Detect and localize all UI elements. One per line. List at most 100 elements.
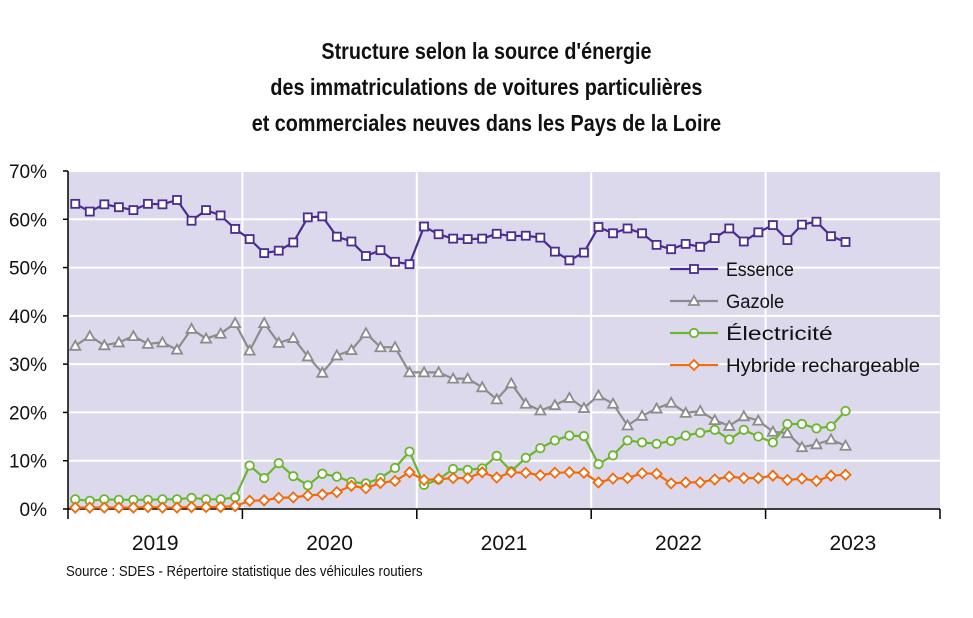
data-point	[286, 331, 300, 343]
data-point	[825, 421, 837, 432]
data-point	[563, 466, 576, 479]
data-point	[215, 210, 226, 221]
data-point	[504, 376, 518, 389]
data-point	[737, 471, 751, 485]
grid-lines	[68, 170, 940, 509]
data-point	[738, 424, 749, 435]
data-point	[839, 438, 853, 451]
data-point	[403, 466, 416, 479]
data-point	[244, 234, 255, 244]
x-tick-label: 2019	[132, 532, 179, 555]
data-point	[84, 206, 95, 217]
data-point	[286, 491, 300, 504]
data-point	[708, 413, 722, 426]
data-point	[389, 462, 401, 474]
data-point	[126, 329, 140, 342]
data-point	[331, 471, 342, 482]
data-point	[199, 500, 213, 514]
data-point	[491, 450, 502, 461]
data-point	[432, 472, 445, 486]
y-tick-label: 20%	[9, 403, 47, 424]
data-point	[288, 471, 299, 482]
plot-area	[68, 171, 940, 509]
data-point	[359, 326, 373, 339]
data-point	[811, 216, 822, 227]
data-point	[419, 221, 429, 232]
data-point	[840, 405, 851, 417]
data-point	[606, 472, 620, 485]
y-tick-label: 30%	[9, 355, 47, 376]
data-point	[709, 424, 720, 435]
data-point	[156, 501, 169, 514]
legend-label: Électricité	[726, 324, 833, 345]
data-point	[724, 223, 735, 234]
data-point	[301, 349, 315, 362]
data-point	[344, 343, 358, 356]
data-point	[533, 403, 547, 416]
series-diamond	[68, 466, 852, 514]
data-point	[651, 239, 662, 250]
data-point	[374, 476, 387, 490]
data-point	[141, 337, 155, 349]
data-point	[404, 259, 415, 270]
data-point	[70, 198, 81, 209]
data-point	[795, 440, 809, 453]
data-point	[766, 424, 780, 437]
data-point	[272, 491, 286, 505]
data-point	[564, 255, 575, 266]
data-point	[795, 472, 809, 485]
data-point	[157, 199, 168, 210]
data-point	[679, 406, 693, 418]
data-point	[83, 501, 97, 514]
data-point	[316, 488, 329, 501]
data-point	[417, 365, 431, 378]
data-point	[693, 476, 707, 489]
data-point	[695, 241, 706, 252]
data-point	[549, 435, 560, 446]
data-point	[562, 391, 576, 403]
data-point	[186, 215, 197, 226]
data-point	[302, 212, 313, 223]
y-tick-label: 70%	[9, 162, 47, 183]
data-point	[331, 231, 342, 242]
data-point	[687, 294, 701, 306]
data-point	[664, 395, 678, 408]
data-point	[637, 228, 647, 239]
data-point	[113, 202, 124, 213]
data-point	[99, 199, 110, 210]
data-point	[591, 388, 605, 401]
data-point	[687, 358, 701, 372]
data-point	[170, 501, 184, 514]
x-tick-label: 2020	[306, 532, 353, 555]
data-point	[432, 365, 446, 378]
data-point	[564, 430, 575, 441]
data-point	[143, 198, 153, 209]
data-point	[722, 419, 736, 431]
data-point	[477, 233, 488, 244]
data-point	[288, 237, 299, 248]
data-point	[230, 224, 241, 234]
data-point	[259, 248, 270, 258]
data-point	[97, 338, 111, 351]
data-point	[475, 380, 489, 393]
data-point	[766, 469, 780, 482]
data-point	[621, 471, 634, 485]
series-triangle	[68, 316, 853, 453]
data-point	[689, 264, 699, 274]
data-point	[608, 228, 618, 239]
data-point	[752, 471, 765, 485]
data-point	[636, 437, 648, 448]
data-point	[824, 469, 838, 482]
x-tick-label: 2023	[829, 532, 876, 555]
data-point	[448, 233, 459, 244]
data-point	[330, 348, 344, 361]
data-point	[490, 392, 504, 405]
data-point	[635, 408, 649, 421]
data-point	[491, 228, 502, 239]
data-point	[417, 473, 431, 487]
data-point	[301, 489, 315, 502]
data-point	[650, 401, 664, 414]
data-point	[679, 476, 692, 489]
data-point	[446, 471, 460, 485]
data-point	[346, 236, 357, 247]
